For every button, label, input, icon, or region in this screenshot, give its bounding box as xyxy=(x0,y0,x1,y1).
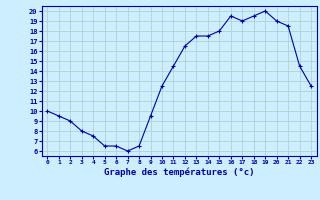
X-axis label: Graphe des températures (°c): Graphe des températures (°c) xyxy=(104,168,254,177)
